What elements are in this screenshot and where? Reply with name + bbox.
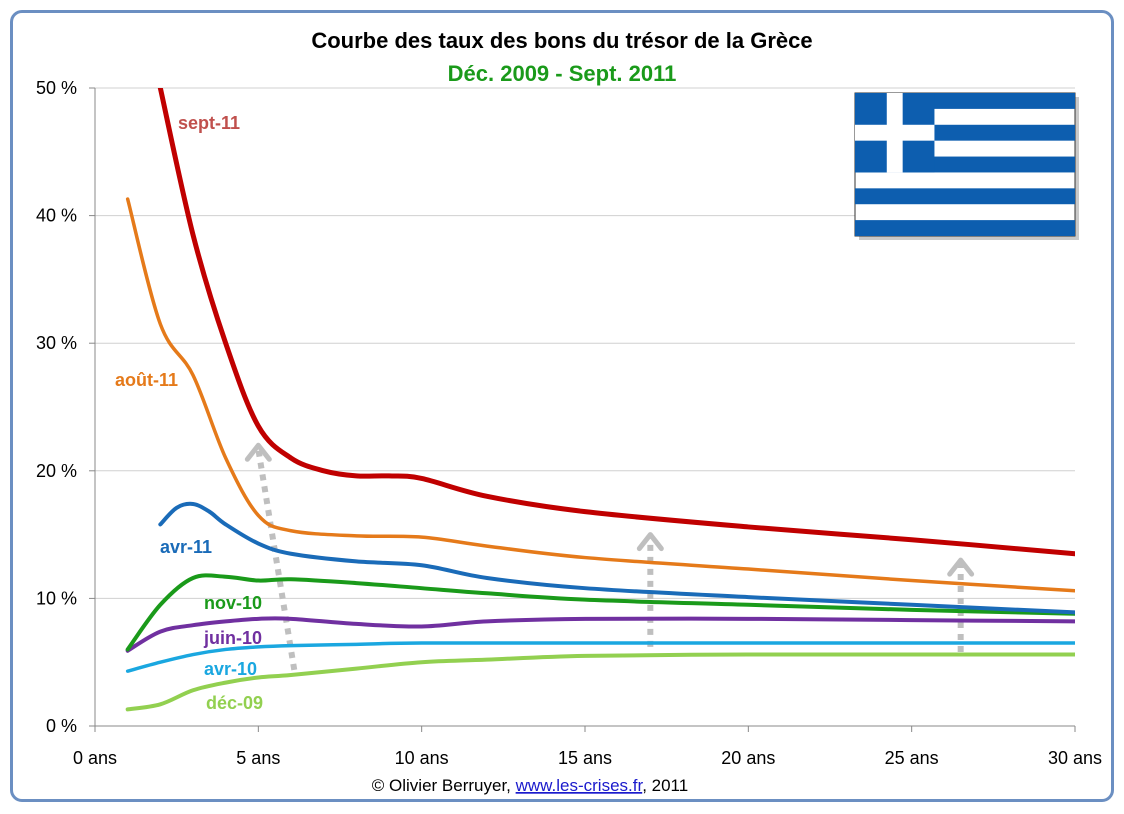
trend-arrow-shaft — [255, 448, 298, 671]
credit-prefix: © Olivier Berruyer, — [372, 776, 516, 795]
x-tick-label: 30 ans — [1048, 748, 1102, 768]
x-tick-label: 10 ans — [395, 748, 449, 768]
flag-cross-v — [886, 93, 903, 173]
y-tick-label: 30 % — [36, 333, 77, 353]
y-tick-label: 0 % — [46, 716, 77, 736]
x-tick-label: 5 ans — [236, 748, 280, 768]
y-tick-label: 20 % — [36, 461, 77, 481]
credit-line: © Olivier Berruyer, www.les-crises.fr, 2… — [372, 776, 688, 795]
y-tick-label: 10 % — [36, 588, 77, 608]
chart-subtitle: Déc. 2009 - Sept. 2011 — [448, 61, 677, 86]
series-line-sept-11 — [157, 88, 1075, 557]
flag-stripe — [855, 188, 1075, 205]
x-tick-label: 0 ans — [73, 748, 117, 768]
series-label-juin-10: juin-10 — [203, 628, 262, 648]
greek-flag-icon — [854, 92, 1079, 240]
series-label-aout-11: août-11 — [115, 370, 178, 390]
credit-suffix: , 2011 — [642, 776, 688, 795]
trend-arrows — [244, 442, 975, 671]
chart-title: Courbe des taux des bons du trésor de la… — [311, 28, 812, 53]
series-line-déc-09 — [125, 652, 1075, 712]
series-label-dec-09: déc-09 — [206, 693, 263, 713]
series-label-nov-10: nov-10 — [204, 593, 262, 613]
trend-arrow-head — [244, 442, 272, 462]
x-tick-labels: 0 ans 5 ans 10 ans 15 ans 20 ans 25 ans 30 ans — [73, 748, 1102, 768]
series-line-août-11 — [125, 197, 1075, 593]
series-label-sept-11: sept-11 — [178, 113, 240, 133]
y-tick-labels: 0 % 10 % 20 % 30 % 40 % 50 % — [36, 78, 77, 736]
trend-arrow-head — [947, 557, 975, 577]
series-lines — [125, 88, 1075, 712]
flag-stripe — [855, 220, 1075, 236]
y-tick-label: 50 % — [36, 78, 77, 98]
x-tick-label: 25 ans — [885, 748, 939, 768]
series-label-avr-10: avr-10 — [204, 659, 257, 679]
series-line-avr-11 — [158, 501, 1075, 615]
x-tick-label: 15 ans — [558, 748, 612, 768]
y-tick-label: 40 % — [36, 206, 77, 226]
series-line-nov-10 — [125, 573, 1075, 652]
x-tick-label: 20 ans — [721, 748, 775, 768]
series-line-avr-10 — [125, 641, 1075, 673]
credit-link[interactable]: www.les-crises.fr — [515, 776, 644, 795]
trend-arrow-head — [636, 532, 664, 552]
series-label-avr-11: avr-11 — [160, 537, 212, 557]
series-line-juin-10 — [125, 616, 1075, 653]
